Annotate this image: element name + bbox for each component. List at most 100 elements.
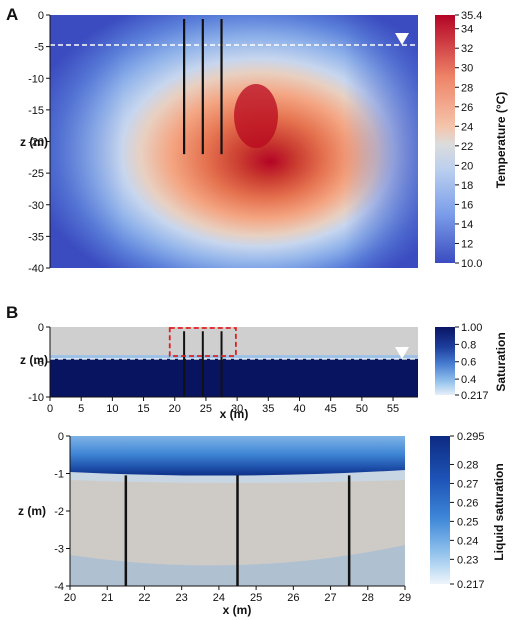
x-axis-label-b: x (m) [220,407,249,421]
temperature-colorbar-ticks: 35.4 34 32 30 28 26 24 22 20 18 16 14 12 10.0 [455,10,482,270]
y-tick-label-zoom: -1 [54,469,64,481]
temperature-colorbar-tick-label: 32 [461,43,473,55]
panel-label-a: A [6,5,18,24]
x-tick-label-zoom: 28 [362,592,374,604]
x-tick-label-zoom: 20 [64,592,76,604]
temperature-colorbar-tick-label: 18 [461,180,473,192]
x-tick-label-b: 5 [78,403,84,415]
x-tick-label-zoom: 26 [287,592,299,604]
y-axis-label-b: z (m) [20,353,48,367]
unsaturated-zone [50,327,418,357]
x-tick-label-zoom: 27 [324,592,336,604]
capillary-fringe [50,355,418,361]
y-axis-a: 0 -5 -10 -15 -20 -25 -30 -35 -40 [28,10,51,275]
x-tick-label-b: 50 [356,403,368,415]
zoom-panel-plot: 20 21 22 23 24 25 26 27 28 29 0 -1 -2 -3 -4 z (m) x (… [18,431,411,617]
temperature-colorbar-tick-label: 24 [461,121,473,133]
temperature-field-edge [50,15,418,268]
water-table-marker-a [395,33,409,45]
temperature-colorbar-tick-label: 34 [461,24,473,36]
y-axis-label-zoom: z (m) [18,504,46,518]
y-tick-label-a: -20 [28,137,44,149]
y-tick-label-b: -5 [34,357,44,369]
temperature-colorbar-tick-label: 30 [461,63,473,75]
saturation-colorbar-ticks: 1.00 0.8 0.6 0.4 0.217 [455,322,489,402]
wells-b [183,331,223,397]
x-tick-label-b: 0 [47,403,53,415]
liquid-saturation-colorbar-tick-label: 0.28 [457,459,478,471]
x-tick-label-zoom: 21 [101,592,113,604]
y-tick-label-b: -10 [28,392,44,404]
y-tick-label-zoom: -2 [54,506,64,518]
temperature-colorbar-tick-label: 22 [461,141,473,153]
liquid-saturation-colorbar [430,436,450,584]
liquid-saturation-colorbar-tick-label: 0.24 [457,535,478,547]
temperature-colorbar [435,15,455,263]
x-tick-label-zoom: 22 [138,592,150,604]
saturation-colorbar-tick-label: 0.4 [461,374,476,386]
x-tick-label-b: 15 [137,403,149,415]
y-axis-b: 0 -5 -10 [28,322,51,404]
y-axis-label-a: z (m) [20,135,48,149]
temperature-colorbar-tick-label: 26 [461,102,473,114]
liquid-saturation-colorbar-tick-label: 0.26 [457,497,478,509]
saturation-colorbar-tick-label: 0.217 [461,390,489,402]
temperature-colorbar-tick-label: 16 [461,199,473,211]
y-axis-zoom: 0 -1 -2 -3 -4 [54,431,71,593]
saturation-colorbar [435,327,455,395]
y-tick-label-a: -15 [28,105,44,117]
liquid-saturation-colorbar-tick-label: 0.27 [457,478,478,490]
x-axis-zoom: 20 21 22 23 24 25 26 27 28 29 [64,585,411,604]
y-tick-label-a: -5 [34,42,44,54]
temperature-colorbar-tick-label: 28 [461,82,473,94]
temperature-colorbar-tick-label: 35.4 [461,10,482,22]
saturation-colorbar-tick-label: 0.6 [461,357,476,369]
temperature-colorbar-tick-label: 20 [461,160,473,172]
temperature-colorbar-tick-label: 10.0 [461,258,482,270]
temperature-colorbar-tick-label: 14 [461,219,473,231]
x-tick-label-b: 55 [387,403,399,415]
water-table-marker-b [395,347,409,359]
y-tick-label-a: -40 [28,263,44,275]
y-tick-label-zoom: 0 [58,431,64,443]
zoom-region-box [168,327,237,357]
x-tick-label-zoom: 25 [250,592,262,604]
liquid-saturation-colorbar-tick-label: 0.295 [457,431,485,443]
y-tick-label-a: -30 [28,200,44,212]
wells-a [183,19,223,155]
y-tick-label-zoom: -4 [54,581,64,593]
x-tick-label-b: 20 [169,403,181,415]
x-tick-label-zoom: 24 [213,592,225,604]
saturated-zone [50,359,418,397]
liquid-saturation-colorbar-ticks: 0.295 0.28 0.27 0.26 0.25 0.24 0.23 0.217 [450,431,485,591]
x-axis-b: 0 5 10 15 20 25 30 35 40 45 50 55 [47,396,418,415]
x-tick-label-b: 35 [262,403,274,415]
liquid-saturation-colorbar-tick-label: 0.25 [457,516,478,528]
y-tick-label-zoom: -3 [54,544,64,556]
saturation-colorbar-label: Saturation [494,332,508,391]
temperature-hotspot [234,84,278,148]
x-tick-label-b: 25 [200,403,212,415]
x-axis-label-zoom: x (m) [223,603,252,617]
temperature-colorbar-label: Temperature (°C) [494,92,508,189]
liquid-saturation-colorbar-label: Liquid saturation [492,463,506,560]
y-tick-label-a: -10 [28,73,44,85]
x-tick-label-b: 10 [106,403,118,415]
liquid-saturation-colorbar-tick-label: 0.217 [457,579,485,591]
y-tick-label-a: 0 [38,10,44,22]
liquid-saturation-colorbar-tick-label: 0.23 [457,554,478,566]
zoom-wet-surface-layer [70,436,405,476]
saturation-colorbar-tick-label: 0.8 [461,339,476,351]
y-tick-label-a: -25 [28,168,44,180]
y-tick-label-a: -35 [28,231,44,243]
x-tick-label-b: 45 [325,403,337,415]
panel-label-b: B [6,303,18,322]
x-tick-label-zoom: 23 [176,592,188,604]
wells-zoom [124,475,351,586]
x-tick-label-zoom: 29 [399,592,411,604]
x-tick-label-b: 40 [293,403,305,415]
temperature-colorbar-tick-label: 12 [461,238,473,250]
y-tick-label-b: 0 [38,322,44,334]
panel-a-plot: 0 -5 -10 -15 -20 -25 -30 -35 -40 z (m) [20,10,418,275]
